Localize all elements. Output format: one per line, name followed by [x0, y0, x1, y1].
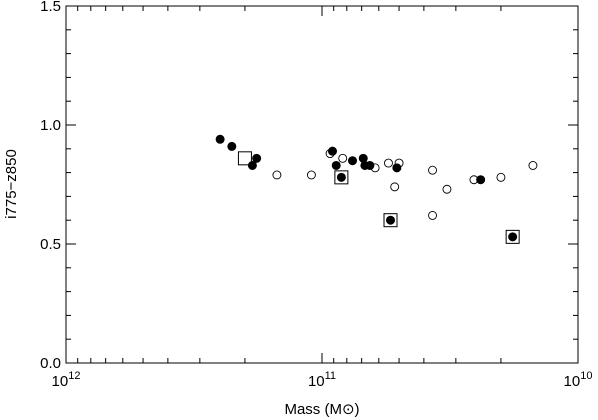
x-tick-label: 1012 — [52, 370, 81, 390]
x-tick-label: 1011 — [308, 370, 336, 390]
data-point-filled — [348, 156, 358, 166]
data-point-open — [394, 158, 404, 168]
data-point-open — [306, 170, 316, 180]
data-point-open — [384, 158, 393, 168]
data-point-filled — [252, 153, 262, 163]
y-tick-label: 0.0 — [40, 355, 61, 372]
plot-frame — [65, 5, 579, 364]
data-point-filled — [247, 160, 257, 170]
data-point-open — [428, 210, 437, 220]
data-point-filled — [215, 134, 225, 144]
data-point-square — [237, 151, 252, 166]
data-point-open — [428, 165, 437, 175]
data-point-filled — [476, 175, 486, 185]
tick-labels: 0.0 0.5 1.0 1.5 1012 1011 1010 — [40, 0, 592, 390]
data-points — [215, 134, 538, 244]
data-point-filled — [392, 163, 402, 173]
y-axis-title: i775−z850 — [3, 149, 20, 219]
data-point-filled — [331, 160, 341, 170]
data-point-square — [334, 170, 349, 185]
data-point-open — [325, 149, 335, 159]
data-point-open — [272, 170, 282, 180]
data-point-open — [370, 163, 380, 173]
data-point-filled — [508, 232, 518, 242]
data-point-open — [442, 184, 452, 194]
y-tick-label: 1.5 — [40, 0, 61, 15]
data-point-open — [528, 161, 538, 170]
y-tick-label: 0.5 — [40, 236, 61, 253]
data-point-filled — [386, 215, 396, 225]
x-tick-label: 1010 — [564, 370, 593, 390]
data-point-filled — [365, 160, 375, 170]
data-point-open — [390, 182, 400, 192]
axis-ticks — [65, 5, 579, 364]
data-point-open — [469, 175, 479, 185]
data-point-square — [505, 229, 520, 244]
y-tick-label: 1.0 — [40, 117, 61, 134]
x-axis-title: Mass (M⊙) — [284, 401, 359, 418]
data-point-filled — [227, 141, 237, 151]
data-point-filled — [336, 172, 346, 182]
data-point-square — [383, 213, 398, 228]
data-point-open — [338, 153, 348, 163]
data-point-open — [496, 172, 506, 182]
data-point-filled — [327, 146, 337, 156]
